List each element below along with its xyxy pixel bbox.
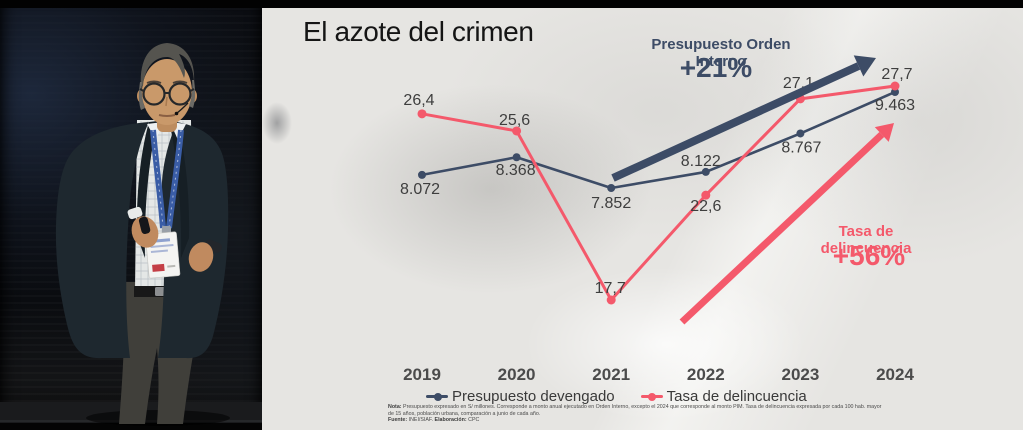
data-point bbox=[796, 129, 805, 138]
data-point-label: 8.072 bbox=[400, 181, 440, 198]
legend-item-budget: Presupuesto devengado bbox=[426, 388, 615, 405]
data-point-label: 25,6 bbox=[499, 112, 530, 129]
crime-trend-arrow bbox=[679, 123, 894, 325]
letterbox-bar bbox=[0, 0, 1023, 8]
footnote-fuente: Fuente: INEI/SIAF. Elaboración: CPC bbox=[388, 417, 480, 424]
series-line-1 bbox=[421, 84, 896, 302]
presentation-slide bbox=[262, 0, 1023, 430]
legend-marker-crime bbox=[640, 392, 663, 401]
data-point-label: 8.767 bbox=[781, 139, 821, 156]
legend-label-crime: Tasa de delincuencia bbox=[666, 388, 807, 405]
annotation-budget-label: Presupuesto Orden Interno bbox=[651, 36, 791, 70]
data-point-label: 7.852 bbox=[591, 195, 631, 212]
x-axis-label: 2023 bbox=[781, 365, 819, 384]
data-point-label: 8.368 bbox=[496, 162, 536, 179]
slide-footnote: Nota: Presupuesto expresado en S/ millon… bbox=[388, 404, 886, 424]
x-axis-label: 2022 bbox=[687, 365, 725, 384]
speaker-head bbox=[137, 43, 197, 132]
speaker-glasses bbox=[139, 82, 195, 106]
data-point bbox=[606, 295, 616, 305]
data-point-label: 8.122 bbox=[681, 153, 721, 170]
data-point-label: 17,7 bbox=[595, 280, 626, 297]
x-axis-label: 2021 bbox=[592, 365, 630, 384]
budget-trend-arrow bbox=[611, 55, 876, 182]
data-point bbox=[512, 153, 521, 162]
stage-photo bbox=[0, 0, 262, 430]
footnote-nota: Nota: Presupuesto expresado en S/ millon… bbox=[388, 404, 882, 417]
speaker-lanyard bbox=[150, 129, 184, 234]
presenter-clicker bbox=[138, 216, 151, 234]
legend-item-crime: Tasa de delincuencia bbox=[640, 388, 807, 405]
data-point bbox=[607, 184, 616, 192]
speaker-figure bbox=[0, 43, 262, 430]
legend-dot-budget bbox=[433, 392, 442, 401]
x-axis-label: 2019 bbox=[403, 365, 441, 384]
data-point bbox=[417, 109, 427, 119]
data-point-label: 9.463 bbox=[875, 97, 915, 114]
slide-title: El azote del crimen bbox=[303, 16, 534, 47]
annotation-crime-label: Tasa de delincuencia bbox=[820, 223, 912, 257]
annotation-crime-delta: +56% bbox=[832, 240, 906, 271]
data-point bbox=[512, 126, 522, 136]
data-point-label: 22,6 bbox=[690, 198, 721, 215]
x-axis-label: 2020 bbox=[498, 365, 536, 384]
projection-shadow bbox=[262, 102, 292, 144]
data-point-label: 26,4 bbox=[403, 92, 434, 109]
speaker-hands bbox=[127, 206, 223, 272]
data-point bbox=[701, 190, 711, 200]
series-line-0 bbox=[421, 90, 896, 190]
data-point bbox=[701, 167, 710, 176]
speaker-headset-mic bbox=[174, 102, 189, 116]
legend-marker-budget bbox=[426, 392, 448, 401]
data-point bbox=[418, 170, 426, 179]
legend-label-budget: Presupuesto devengado bbox=[452, 388, 615, 405]
legend-dot-crime bbox=[648, 392, 657, 401]
chart-legend: Presupuesto devengado Tasa de delincuenc… bbox=[426, 388, 846, 405]
data-point-label: 27,7 bbox=[881, 66, 912, 83]
annotation-budget-delta: +21% bbox=[679, 52, 753, 83]
x-axis-label: 2024 bbox=[876, 365, 914, 384]
data-point bbox=[890, 81, 900, 91]
speaker-hair bbox=[140, 43, 195, 86]
